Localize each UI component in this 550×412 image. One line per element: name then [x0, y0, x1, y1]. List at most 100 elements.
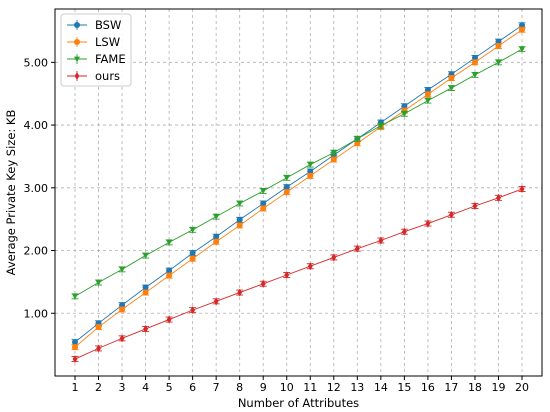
- data-point: [307, 172, 314, 179]
- y-tick-label: 3.00: [24, 182, 49, 195]
- data-point: [142, 289, 149, 296]
- legend-marker: [74, 39, 80, 45]
- data-point: [449, 210, 454, 219]
- data-point: [330, 150, 337, 156]
- data-point: [378, 236, 384, 245]
- data-point: [260, 279, 266, 288]
- data-point: [354, 244, 360, 253]
- data-point: [72, 355, 78, 363]
- data-point: [424, 91, 431, 98]
- series-line: [74, 24, 523, 343]
- data-point: [307, 262, 313, 271]
- series-ours: [71, 185, 526, 363]
- data-point: [471, 59, 478, 66]
- series-line: [74, 48, 523, 297]
- data-point: [519, 26, 526, 33]
- data-point: [283, 175, 290, 182]
- x-tick-label: 14: [374, 381, 388, 394]
- x-tick-label: 9: [260, 381, 267, 394]
- data-point: [260, 205, 267, 212]
- legend-marker: [74, 22, 80, 28]
- legend-item-bsw: BSW: [67, 18, 121, 32]
- data-point: [330, 156, 337, 163]
- data-point: [496, 193, 501, 202]
- data-point: [236, 222, 243, 229]
- data-point: [190, 306, 196, 315]
- data-point: [495, 59, 502, 66]
- plot-frame: [54, 8, 543, 377]
- legend-label: ours: [95, 69, 120, 83]
- data-point: [237, 288, 243, 297]
- x-tick-label: 8: [236, 381, 243, 394]
- data-point: [401, 111, 408, 118]
- legend-marker: [74, 56, 80, 63]
- data-point: [166, 267, 173, 274]
- data-point: [236, 216, 243, 223]
- y-axis-label: Average Private Key Size: KB: [4, 110, 18, 276]
- data-point: [448, 85, 455, 92]
- data-point: [189, 250, 196, 257]
- data-point: [189, 227, 196, 234]
- x-tick-label: 1: [71, 381, 78, 394]
- x-tick-label: 7: [213, 381, 220, 394]
- data-point: [307, 162, 314, 168]
- data-point: [166, 239, 173, 246]
- data-point: [143, 325, 148, 333]
- y-tick-label: 2.00: [24, 245, 49, 258]
- grid: [55, 9, 542, 376]
- data-point: [472, 202, 478, 210]
- legend-box: [60, 13, 132, 87]
- series-line: [74, 188, 523, 360]
- data-point: [95, 280, 102, 286]
- data-point: [119, 266, 126, 273]
- data-point: [119, 334, 125, 343]
- data-point: [236, 201, 243, 207]
- legend-item-lsw: LSW: [67, 35, 120, 49]
- legend-label: LSW: [95, 35, 120, 49]
- legend-item-fame: FAME: [67, 52, 126, 66]
- x-tick-label: 11: [303, 381, 317, 394]
- data-point: [95, 324, 102, 331]
- data-point: [424, 98, 431, 104]
- data-point: [96, 344, 101, 353]
- x-tick-label: 20: [515, 381, 529, 394]
- data-point: [331, 253, 337, 262]
- data-point: [213, 214, 220, 220]
- series-lsw: [71, 26, 526, 351]
- x-axis: 1 2 3 4 5 6 7 8 9 10 11 12 13 14 15 16 17 18 19 20: [71, 376, 529, 394]
- data-point: [142, 284, 149, 291]
- legend: BSW LSW FAME ours: [60, 13, 132, 87]
- x-tick-label: 16: [421, 381, 435, 394]
- data-point: [401, 227, 407, 236]
- data-point: [213, 238, 220, 245]
- series-fame: [71, 46, 526, 300]
- data-point: [354, 136, 361, 143]
- data-point: [142, 253, 149, 259]
- data-point: [71, 344, 78, 351]
- y-tick-label: 5.00: [24, 56, 49, 69]
- x-tick-label: 6: [189, 381, 196, 394]
- data-point: [213, 233, 220, 240]
- data-point: [519, 46, 526, 53]
- y-tick-label: 1.00: [24, 307, 49, 320]
- x-tick-label: 13: [350, 381, 364, 394]
- legend-item-ours: ours: [67, 69, 120, 83]
- data-point: [189, 255, 196, 262]
- series-line: [74, 29, 523, 348]
- data-point: [260, 188, 267, 195]
- data-point: [260, 200, 267, 207]
- data-point: [71, 339, 78, 346]
- data-point: [284, 271, 290, 279]
- x-tick-label: 4: [142, 381, 149, 394]
- legend-label: FAME: [95, 52, 126, 66]
- legend-label: BSW: [95, 18, 121, 32]
- data-point: [119, 306, 126, 313]
- data-point: [519, 185, 525, 193]
- legend-marker: [74, 72, 80, 80]
- x-tick-label: 10: [280, 381, 294, 394]
- y-tick-label: 4.00: [24, 119, 49, 132]
- data-point: [495, 43, 502, 50]
- x-tick-label: 12: [327, 381, 341, 394]
- x-tick-label: 19: [491, 381, 505, 394]
